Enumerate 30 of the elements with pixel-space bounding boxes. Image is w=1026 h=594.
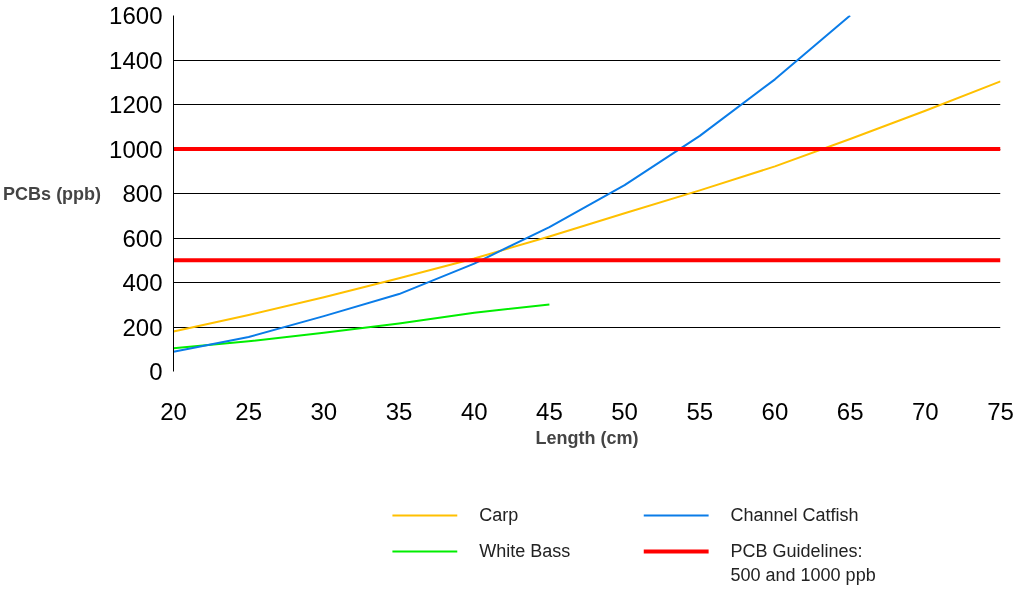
- legend-label: White Bass: [479, 540, 571, 561]
- x-tick-label: 55: [686, 397, 714, 425]
- legend-label: PCB Guidelines: 500 and 1000 ppb: [730, 540, 876, 585]
- legend-label: Channel Catfish: [730, 504, 859, 525]
- y-tick-label: 400: [122, 269, 163, 296]
- x-tick-label: 25: [235, 397, 263, 425]
- y-tick-label: 200: [122, 313, 163, 341]
- x-tick-label: 45: [536, 397, 563, 425]
- y-tick-label: 1200: [109, 91, 163, 118]
- legend-label: Carp: [479, 504, 519, 525]
- y-axis-title: PCBs (ppb): [3, 183, 102, 204]
- y-tick-label: 600: [122, 224, 163, 252]
- y-tick-label: 1000: [109, 135, 163, 163]
- x-tick-label: 75: [987, 397, 1014, 425]
- x-tick-label: 50: [611, 397, 638, 425]
- x-tick-label: 40: [460, 397, 488, 425]
- x-tick-label: 65: [836, 397, 864, 425]
- line-series: [173, 15, 852, 353]
- x-tick-label: 60: [761, 397, 789, 425]
- x-tick-label: 35: [385, 397, 413, 425]
- line-series: [173, 303, 551, 350]
- y-tick-label: 1600: [109, 2, 163, 29]
- y-tick-label: 800: [122, 180, 163, 207]
- x-axis-title: Length (cm): [535, 427, 639, 448]
- line-series: [173, 80, 1001, 333]
- x-tick-label: 70: [911, 397, 939, 425]
- x-tick-label: 30: [310, 397, 338, 425]
- y-tick-label: 1400: [109, 46, 163, 74]
- y-tick-label: 0: [149, 358, 163, 385]
- x-tick-label: 20: [160, 397, 187, 425]
